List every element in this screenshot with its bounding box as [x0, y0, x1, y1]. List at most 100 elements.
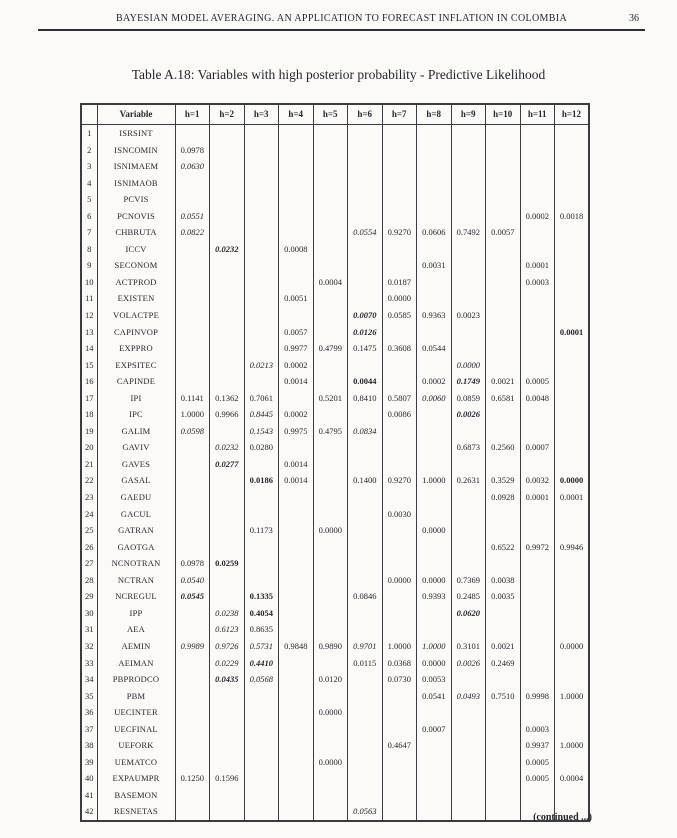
value-cell	[554, 290, 590, 308]
value-cell	[347, 273, 383, 291]
value-cell	[485, 273, 521, 291]
value-cell	[209, 207, 245, 225]
value-cell	[381, 191, 417, 208]
value-cell	[312, 770, 348, 787]
variable-name-cell: IPP	[96, 604, 176, 622]
running-head: BAYESIAN MODEL AVERAGING. AN APPLICATION…	[38, 13, 645, 29]
row-number-cell: 19	[80, 422, 98, 440]
column-header: h=8	[416, 104, 452, 125]
table-row: 32 AEMIN 0.9989 0.9726 0.5731 0.9848 0.9890 0.9…	[80, 637, 590, 655]
value-cell: 0.9966	[209, 406, 245, 423]
value-cell	[209, 737, 245, 754]
value-cell: 0.0001	[554, 323, 590, 341]
value-cell	[416, 290, 452, 308]
value-cell: 0.6873	[450, 439, 486, 456]
table-row: 34 PBPRODCO 0.0435 0.0568 0.0120 0.0730 0.0053	[80, 671, 590, 688]
value-cell	[519, 340, 555, 357]
value-cell: 0.0493	[450, 687, 486, 705]
value-cell	[209, 307, 245, 324]
table-row: 18 IPC 1.0000 0.9966 0.8445 0.0002 0.0086 0.002…	[80, 406, 590, 423]
value-cell: 0.0435	[209, 671, 245, 688]
value-cell	[243, 257, 279, 274]
value-cell	[450, 671, 486, 688]
value-cell	[381, 786, 417, 804]
variable-name-cell: EXPAUMPR	[96, 770, 176, 787]
variable-name-cell: PCNOVIS	[96, 207, 176, 225]
variable-name-cell: VOLACTPE	[96, 307, 176, 324]
value-cell	[209, 224, 245, 241]
variable-name-cell: GAVES	[96, 455, 176, 473]
value-cell	[416, 770, 452, 787]
value-cell	[416, 124, 452, 142]
variable-name-cell: NCTRAN	[96, 571, 176, 589]
value-cell	[243, 373, 279, 390]
value-cell	[381, 604, 417, 622]
value-cell	[450, 455, 486, 473]
value-cell: 0.8635	[243, 621, 279, 638]
row-number-cell: 22	[80, 472, 98, 490]
continued-note: (continued ...)	[533, 812, 592, 823]
value-cell: 0.0126	[347, 323, 383, 341]
row-number-cell: 29	[80, 588, 98, 605]
value-cell	[347, 571, 383, 589]
value-cell	[209, 505, 245, 523]
value-cell	[519, 704, 555, 721]
value-cell	[485, 455, 521, 473]
value-cell	[381, 373, 417, 390]
value-cell	[174, 439, 210, 456]
value-cell	[243, 307, 279, 324]
value-cell: 0.0540	[174, 571, 210, 589]
value-cell	[416, 489, 452, 506]
value-cell	[450, 340, 486, 357]
value-cell	[243, 174, 279, 192]
value-cell	[209, 538, 245, 556]
value-cell	[243, 207, 279, 225]
value-cell	[450, 621, 486, 638]
value-cell	[381, 124, 417, 142]
value-cell: 0.1749	[450, 373, 486, 390]
value-cell	[485, 191, 521, 208]
table-title: Table A.18: Variables with high posterio…	[131, 67, 546, 82]
value-cell	[243, 538, 279, 556]
table-row: 27 NCNOTRAN 0.0978 0.0259	[80, 555, 590, 572]
value-cell	[381, 489, 417, 506]
value-cell	[485, 323, 521, 341]
data-table: Variable h=1 h=2 h=3 h=4 h=5 h=6 h=7 h=8 h=9 h=10 h…	[80, 103, 590, 822]
value-cell	[519, 406, 555, 423]
value-cell	[243, 770, 279, 787]
value-cell	[278, 604, 314, 622]
value-cell: 0.0002	[278, 406, 314, 423]
row-number-cell: 17	[80, 389, 98, 407]
value-cell	[519, 588, 555, 605]
value-cell	[243, 753, 279, 771]
value-cell	[312, 207, 348, 225]
table-row: 1 ISRSINT	[80, 124, 590, 142]
value-cell	[554, 571, 590, 589]
value-cell: 0.0014	[278, 455, 314, 473]
row-number-cell: 18	[80, 406, 98, 423]
value-cell	[278, 704, 314, 721]
value-cell: 0.0001	[519, 489, 555, 506]
value-cell	[554, 340, 590, 357]
column-header: h=10	[485, 104, 521, 125]
table-row: 3 ISNIMAEM 0.0630	[80, 158, 590, 175]
table-row: 41 BASEMON	[80, 786, 590, 804]
column-header	[80, 104, 98, 125]
value-cell: 0.2560	[485, 439, 521, 456]
row-number-cell: 38	[80, 737, 98, 754]
value-cell	[554, 588, 590, 605]
variable-name-cell: IPC	[96, 406, 176, 423]
value-cell	[485, 422, 521, 440]
row-number-cell: 7	[80, 224, 98, 241]
value-cell: 0.9726	[209, 637, 245, 655]
value-cell: 0.0023	[450, 307, 486, 324]
table-row: 37 UECFINAL 0.0007 0.0003	[80, 720, 590, 738]
column-header: h=7	[381, 104, 417, 125]
variable-name-cell: ISNCOMIN	[96, 141, 176, 159]
value-cell: 0.0030	[381, 505, 417, 523]
value-cell	[243, 340, 279, 357]
value-cell	[519, 422, 555, 440]
variable-name-cell: NCNOTRAN	[96, 555, 176, 572]
value-cell	[312, 588, 348, 605]
value-cell	[347, 737, 383, 754]
